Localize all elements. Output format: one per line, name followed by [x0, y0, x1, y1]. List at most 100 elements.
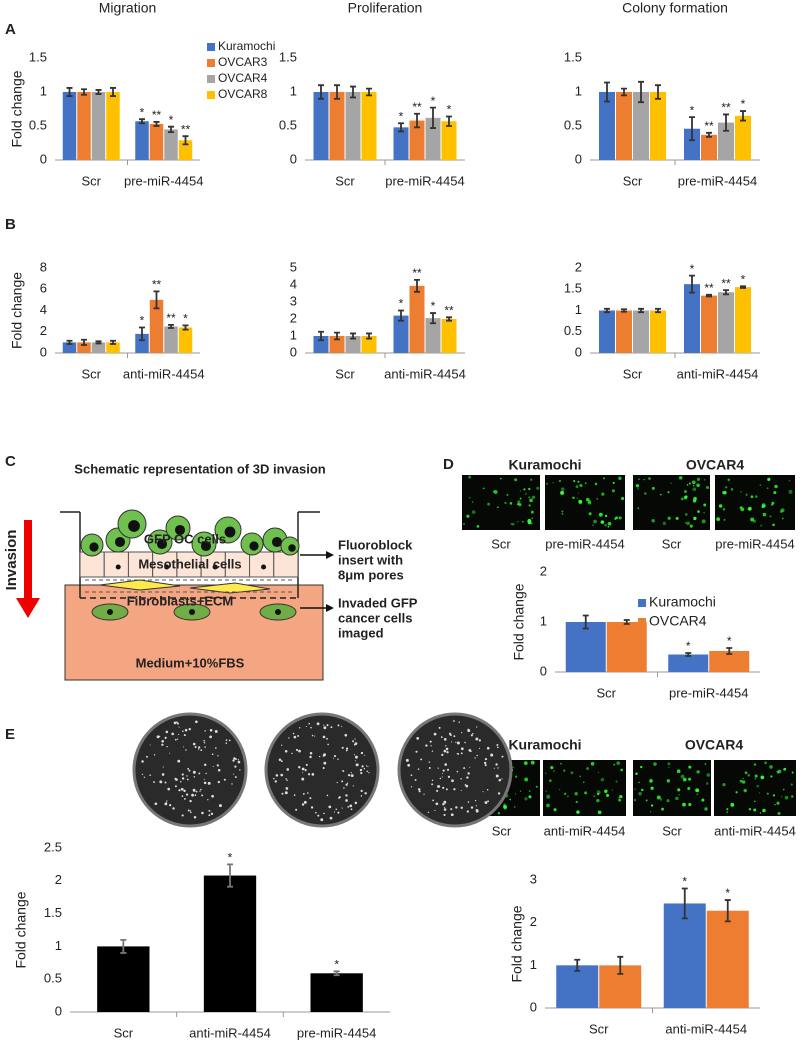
colony [167, 787, 171, 791]
image-label: pre-miR-4454 [715, 536, 794, 551]
gfp-spot [705, 782, 709, 785]
error-bar [168, 323, 174, 329]
gfp-spot [596, 798, 600, 803]
colony [484, 757, 488, 761]
gfp-spot [666, 779, 671, 783]
colony [361, 765, 364, 768]
y-tick-label: 1.5 [279, 49, 297, 64]
error-bar [740, 285, 746, 289]
gfp-spot [784, 795, 789, 800]
mesothelial-cell [273, 551, 299, 578]
gfp-spot [645, 799, 648, 802]
colony [175, 778, 178, 781]
colony [353, 754, 355, 756]
error-bar [446, 115, 452, 127]
colony [341, 746, 344, 749]
x-tick-label: anti-miR-4454 [677, 366, 759, 381]
gfp-spot [667, 491, 670, 494]
colony [186, 775, 188, 777]
colony [451, 741, 453, 743]
error-bar [430, 312, 436, 325]
colony [162, 766, 164, 768]
y-tick-label: 0 [40, 344, 47, 359]
error-bar [655, 84, 661, 100]
error-bar [706, 131, 712, 138]
bar [135, 333, 149, 353]
colony [460, 789, 462, 792]
gfp-spot [722, 491, 725, 495]
gfp-spot [509, 502, 513, 505]
gfp-spot [528, 487, 531, 491]
y-tick-label: 0.5 [564, 323, 582, 338]
colony [210, 812, 214, 816]
legend-swatch [207, 43, 215, 51]
gfp-spot [618, 516, 622, 520]
x-tick-label: Scr [82, 173, 102, 188]
nucleus [114, 536, 126, 548]
gfp-spot [706, 485, 710, 489]
bar [77, 92, 91, 160]
colony [345, 799, 348, 802]
significance: * [183, 312, 188, 326]
colony [352, 740, 355, 743]
colony [212, 765, 214, 767]
x-tick-label: Scr [623, 173, 643, 188]
gfp-spot [666, 799, 670, 803]
colony [207, 799, 209, 801]
gfp-spot [767, 477, 771, 481]
colony [333, 755, 337, 758]
gfp-spot [651, 486, 655, 490]
colony [302, 792, 305, 795]
gfp-spot [523, 488, 526, 491]
bar [313, 336, 329, 353]
significance: ** [444, 303, 454, 317]
bar [77, 342, 91, 353]
gfp-spot [692, 487, 697, 492]
colony [153, 781, 155, 783]
legend-swatch [207, 75, 215, 83]
colony [329, 816, 333, 820]
gfp-spot [545, 772, 547, 774]
colony [181, 777, 185, 780]
colony [475, 808, 479, 812]
colony [460, 778, 462, 780]
colony [303, 800, 307, 804]
colony [501, 755, 504, 758]
nucleus [261, 564, 267, 570]
gfp-spot [764, 761, 767, 765]
error-bar [333, 970, 340, 977]
gfp-spot [748, 808, 752, 811]
gfp-spot [468, 475, 472, 479]
gfp-spot [688, 777, 692, 781]
colony [185, 749, 187, 751]
gfp-spot [511, 522, 515, 526]
colony [281, 744, 283, 746]
gfp-spot [695, 788, 700, 793]
x-tick-label: pre-miR-4454 [385, 173, 464, 188]
colony [445, 788, 448, 791]
x-tick-label: anti-miR-4454 [123, 366, 205, 381]
colony [198, 746, 201, 749]
colony [495, 774, 499, 778]
significance: * [727, 634, 732, 648]
colony [405, 758, 409, 762]
bar [701, 134, 717, 160]
gfp-spot [678, 794, 680, 796]
colony [472, 733, 474, 735]
gfp-spot [514, 793, 517, 795]
colony [195, 720, 198, 724]
gfp-spot [550, 766, 553, 768]
gfp-spot [656, 795, 661, 800]
colony [176, 738, 179, 740]
error-bar [182, 135, 189, 146]
colony [476, 726, 478, 728]
panel-label: A [5, 21, 16, 38]
colony [341, 780, 344, 783]
gfp-spot [536, 486, 540, 490]
image-label: Scr [492, 823, 512, 838]
bar [633, 310, 649, 353]
gfp-spot [759, 484, 762, 487]
gfp-spot [716, 517, 720, 521]
error-bar [168, 125, 174, 134]
legend-label: OVCAR3 [218, 55, 268, 69]
